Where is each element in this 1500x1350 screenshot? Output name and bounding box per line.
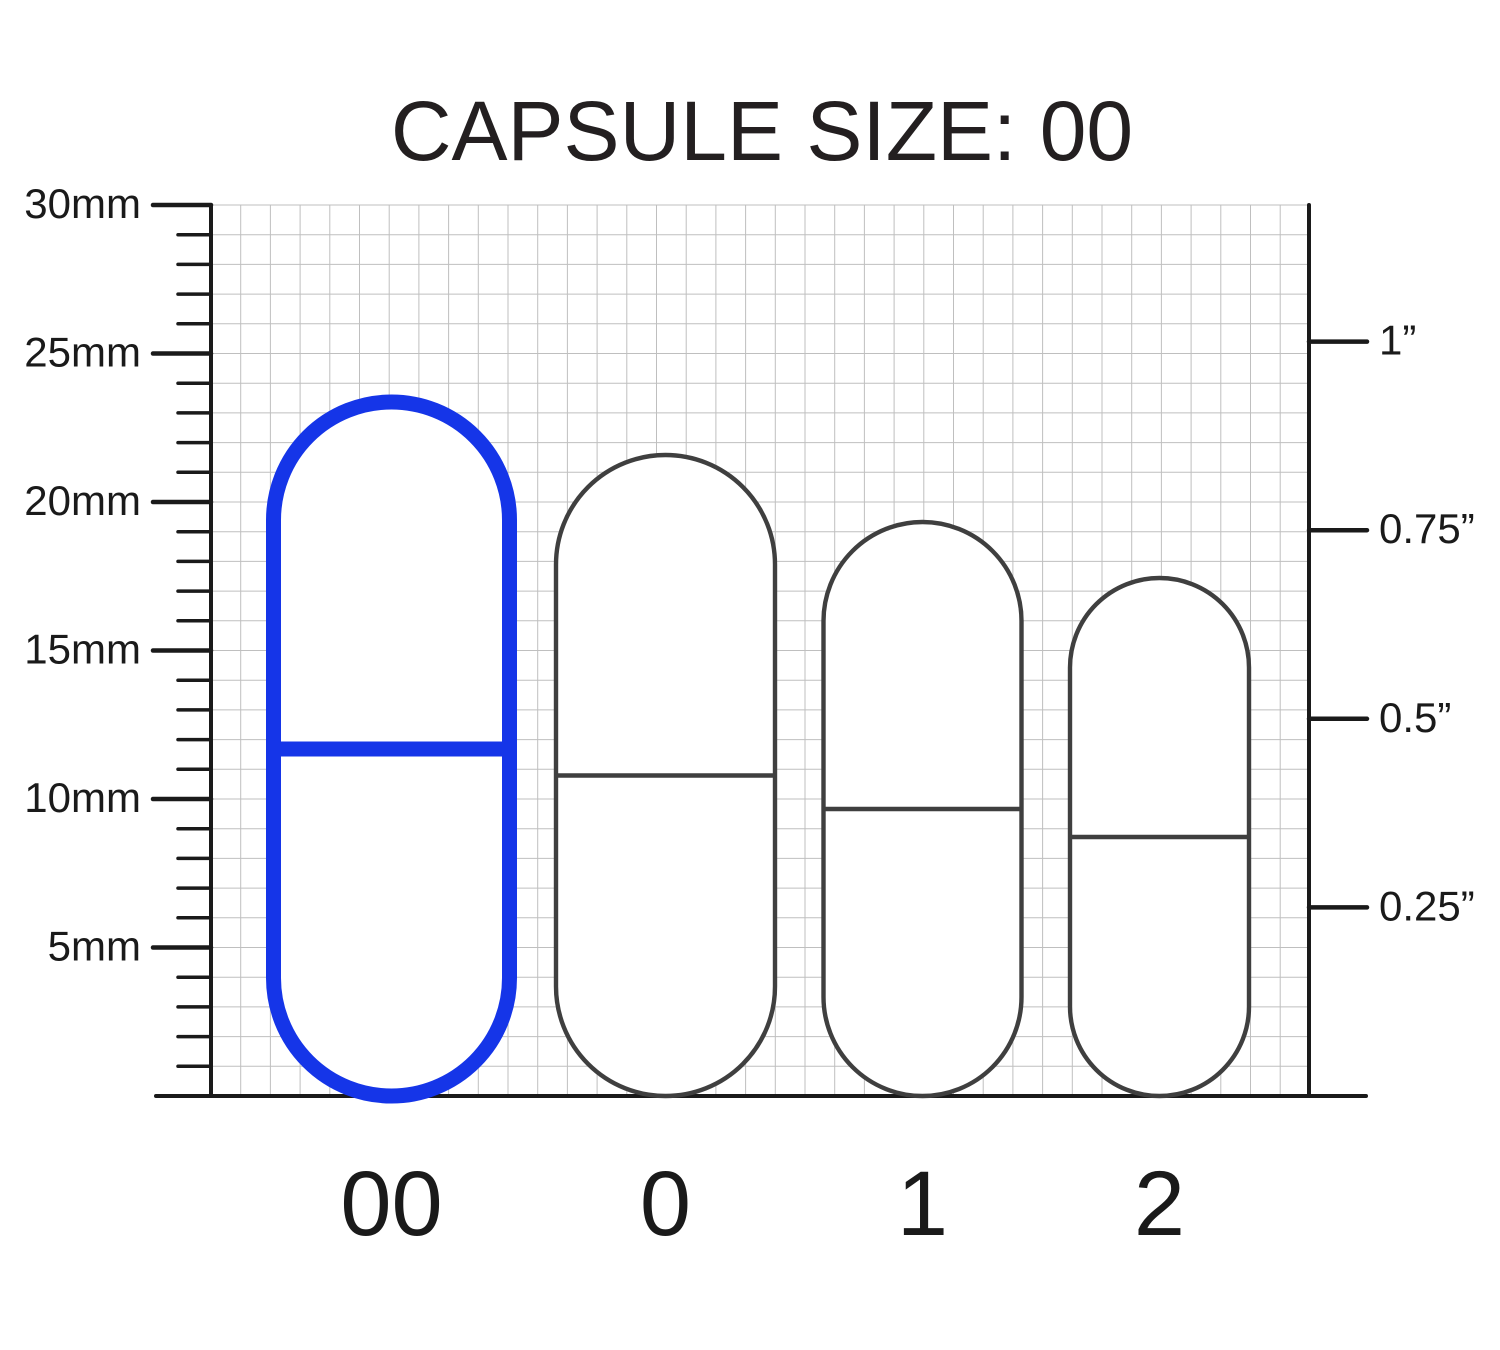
svg-text:00: 00 bbox=[340, 1153, 442, 1255]
svg-text:CAPSULE SIZE: 00: CAPSULE SIZE: 00 bbox=[391, 84, 1133, 178]
svg-text:2: 2 bbox=[1134, 1153, 1185, 1255]
svg-text:20mm: 20mm bbox=[24, 477, 141, 524]
svg-text:15mm: 15mm bbox=[24, 626, 141, 673]
svg-text:25mm: 25mm bbox=[24, 329, 141, 376]
svg-text:0.5”: 0.5” bbox=[1379, 694, 1451, 741]
svg-text:0: 0 bbox=[640, 1153, 691, 1255]
svg-text:1: 1 bbox=[897, 1153, 948, 1255]
svg-text:30mm: 30mm bbox=[24, 180, 141, 227]
svg-text:10mm: 10mm bbox=[24, 774, 141, 821]
svg-text:5mm: 5mm bbox=[48, 923, 141, 970]
svg-text:0.75”: 0.75” bbox=[1379, 505, 1475, 552]
svg-text:1”: 1” bbox=[1379, 317, 1416, 364]
svg-text:0.25”: 0.25” bbox=[1379, 882, 1475, 929]
